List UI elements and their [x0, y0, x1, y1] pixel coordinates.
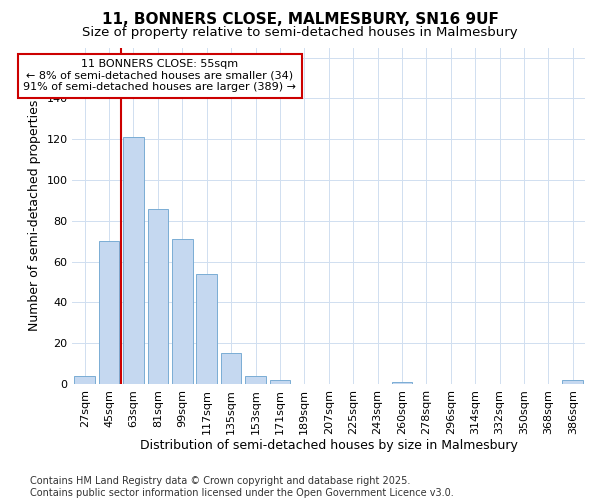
Text: Size of property relative to semi-detached houses in Malmesbury: Size of property relative to semi-detach…: [82, 26, 518, 39]
Bar: [562, 380, 583, 384]
Bar: [98, 241, 119, 384]
Y-axis label: Number of semi-detached properties: Number of semi-detached properties: [28, 100, 41, 332]
Bar: [123, 137, 144, 384]
Bar: [245, 376, 266, 384]
Bar: [74, 376, 95, 384]
Bar: [221, 354, 241, 384]
Bar: [392, 382, 412, 384]
Bar: [148, 208, 168, 384]
Bar: [196, 274, 217, 384]
Bar: [172, 239, 193, 384]
Text: 11, BONNERS CLOSE, MALMESBURY, SN16 9UF: 11, BONNERS CLOSE, MALMESBURY, SN16 9UF: [101, 12, 499, 28]
Text: Contains HM Land Registry data © Crown copyright and database right 2025.
Contai: Contains HM Land Registry data © Crown c…: [30, 476, 454, 498]
Text: 11 BONNERS CLOSE: 55sqm
← 8% of semi-detached houses are smaller (34)
91% of sem: 11 BONNERS CLOSE: 55sqm ← 8% of semi-det…: [23, 60, 296, 92]
Bar: [269, 380, 290, 384]
X-axis label: Distribution of semi-detached houses by size in Malmesbury: Distribution of semi-detached houses by …: [140, 440, 518, 452]
